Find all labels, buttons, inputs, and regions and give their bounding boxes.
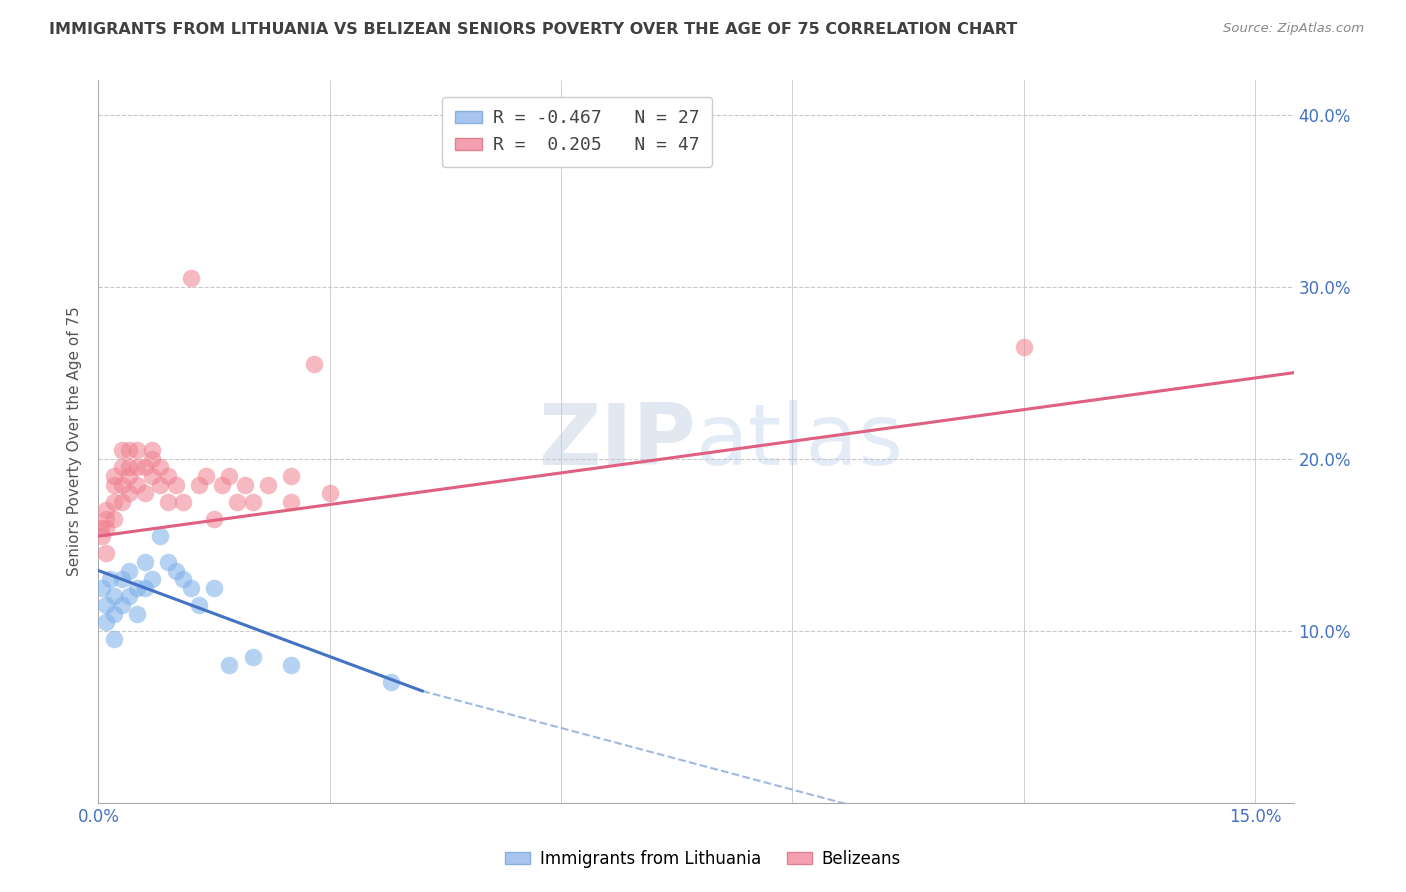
Legend: R = -0.467   N = 27, R =  0.205   N = 47: R = -0.467 N = 27, R = 0.205 N = 47 xyxy=(441,96,711,167)
Point xyxy=(242,649,264,664)
Point xyxy=(165,564,187,578)
Point xyxy=(90,520,112,534)
Point xyxy=(118,590,141,604)
Point xyxy=(165,477,187,491)
Point xyxy=(180,271,202,285)
Point xyxy=(94,512,117,526)
Point xyxy=(226,494,249,508)
Point xyxy=(118,486,141,500)
Point xyxy=(125,581,148,595)
Point xyxy=(218,469,240,483)
Text: ZIP: ZIP xyxy=(538,400,696,483)
Point xyxy=(149,477,172,491)
Point xyxy=(134,581,156,595)
Point xyxy=(94,615,117,630)
Point xyxy=(319,486,342,500)
Point xyxy=(172,572,194,586)
Point xyxy=(149,460,172,475)
Point xyxy=(187,598,209,612)
Point xyxy=(94,546,117,560)
Point xyxy=(125,460,148,475)
Point xyxy=(280,658,302,673)
Point xyxy=(202,581,225,595)
Point xyxy=(118,460,141,475)
Point xyxy=(304,357,326,371)
Point xyxy=(195,469,218,483)
Point xyxy=(156,469,179,483)
Point xyxy=(125,477,148,491)
Point xyxy=(125,443,148,458)
Text: Source: ZipAtlas.com: Source: ZipAtlas.com xyxy=(1223,22,1364,36)
Point xyxy=(94,598,117,612)
Point xyxy=(91,529,114,543)
Point xyxy=(257,477,280,491)
Point xyxy=(141,451,163,466)
Point xyxy=(103,607,125,621)
Point xyxy=(118,443,141,458)
Point xyxy=(134,486,156,500)
Point xyxy=(1012,340,1035,354)
Point xyxy=(211,477,233,491)
Point xyxy=(180,581,202,595)
Point xyxy=(380,675,402,690)
Point xyxy=(98,572,121,586)
Point xyxy=(94,520,117,534)
Point xyxy=(156,494,179,508)
Y-axis label: Seniors Poverty Over the Age of 75: Seniors Poverty Over the Age of 75 xyxy=(67,307,83,576)
Point xyxy=(218,658,240,673)
Point xyxy=(103,469,125,483)
Point xyxy=(103,512,125,526)
Point xyxy=(141,572,163,586)
Point xyxy=(94,503,117,517)
Point xyxy=(242,494,264,508)
Point xyxy=(156,555,179,569)
Point xyxy=(103,590,125,604)
Point xyxy=(187,477,209,491)
Point xyxy=(141,469,163,483)
Point xyxy=(110,477,132,491)
Point xyxy=(103,477,125,491)
Point xyxy=(134,555,156,569)
Text: IMMIGRANTS FROM LITHUANIA VS BELIZEAN SENIORS POVERTY OVER THE AGE OF 75 CORRELA: IMMIGRANTS FROM LITHUANIA VS BELIZEAN SE… xyxy=(49,22,1018,37)
Point xyxy=(110,494,132,508)
Point xyxy=(103,494,125,508)
Point xyxy=(172,494,194,508)
Text: atlas: atlas xyxy=(696,400,904,483)
Point xyxy=(134,460,156,475)
Point xyxy=(118,564,141,578)
Point xyxy=(141,443,163,458)
Legend: Immigrants from Lithuania, Belizeans: Immigrants from Lithuania, Belizeans xyxy=(499,844,907,875)
Point xyxy=(280,494,302,508)
Point xyxy=(233,477,256,491)
Point xyxy=(110,598,132,612)
Point xyxy=(118,469,141,483)
Point xyxy=(103,632,125,647)
Point xyxy=(280,469,302,483)
Point xyxy=(202,512,225,526)
Point xyxy=(91,581,114,595)
Point xyxy=(125,607,148,621)
Point xyxy=(149,529,172,543)
Point xyxy=(110,572,132,586)
Point xyxy=(110,443,132,458)
Point xyxy=(110,460,132,475)
